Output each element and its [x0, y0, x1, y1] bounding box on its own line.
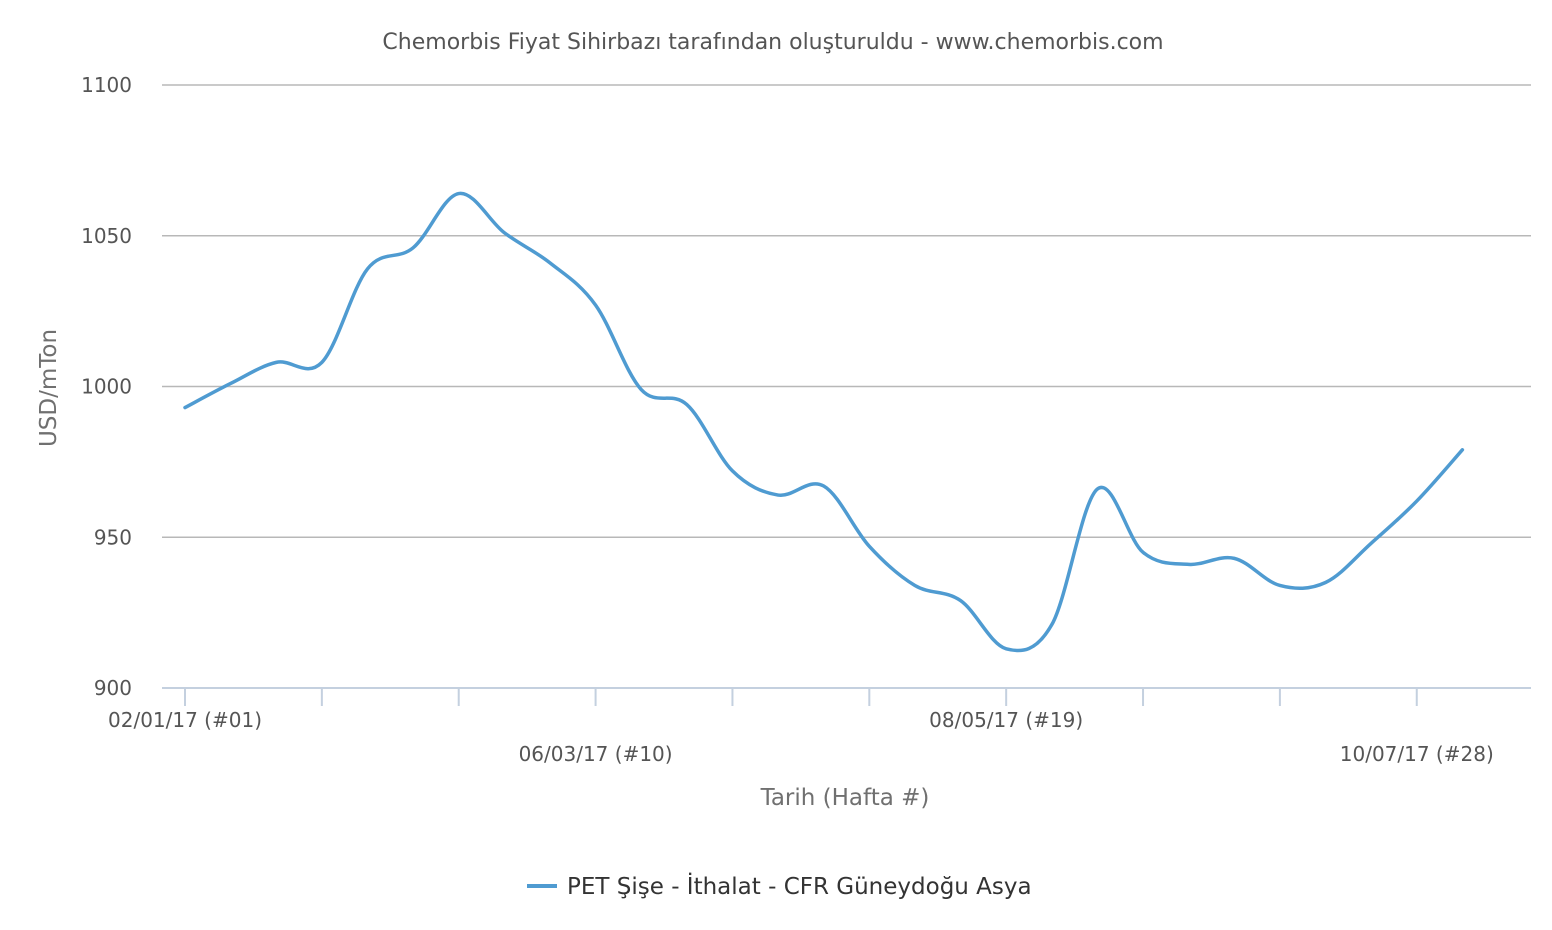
data-point[interactable]: [866, 543, 872, 549]
data-point[interactable]: [1368, 540, 1374, 546]
x-tick-label: 06/03/17 (#10): [519, 742, 673, 766]
data-point[interactable]: [1186, 561, 1192, 567]
x-axis: 02/01/17 (#01) 06/03/17 (#10) 08/05/17 (#1…: [108, 687, 1531, 766]
y-axis-label: USD/mTon: [36, 329, 62, 447]
data-point[interactable]: [364, 266, 370, 272]
data-point[interactable]: [410, 245, 416, 251]
data-point[interactable]: [638, 387, 644, 393]
x-axis-label: Tarih (Hafta #): [760, 785, 930, 811]
data-point[interactable]: [1459, 447, 1465, 453]
legend-series-label[interactable]: PET Şişe - İthalat - CFR Güneydoğu Asya: [567, 872, 1032, 900]
data-point[interactable]: [1003, 646, 1009, 652]
data-point[interactable]: [228, 380, 234, 386]
data-point[interactable]: [1140, 549, 1146, 555]
data-point[interactable]: [1231, 555, 1237, 561]
data-point[interactable]: [1094, 486, 1100, 492]
data-point[interactable]: [912, 582, 918, 588]
data-point[interactable]: [1049, 622, 1055, 628]
y-tick-label: 1050: [81, 224, 132, 248]
y-axis-ticks: 900 950 1000 1050 1100: [81, 73, 132, 700]
legend[interactable]: PET Şişe - İthalat - CFR Güneydoğu Asya: [527, 872, 1032, 900]
y-tick-label: 900: [94, 676, 132, 700]
data-point[interactable]: [456, 191, 462, 197]
data-point[interactable]: [729, 468, 735, 474]
data-point[interactable]: [958, 598, 964, 604]
y-tick-label: 950: [94, 525, 132, 549]
data-point[interactable]: [1414, 498, 1420, 504]
series-layer: [182, 191, 1465, 653]
data-point[interactable]: [1277, 582, 1283, 588]
data-point[interactable]: [593, 302, 599, 308]
data-point[interactable]: [273, 359, 279, 365]
x-tick-label: 08/05/17 (#19): [929, 708, 1083, 732]
gridlines: [162, 84, 1531, 538]
data-point[interactable]: [547, 260, 553, 266]
data-point[interactable]: [775, 492, 781, 498]
data-point[interactable]: [821, 483, 827, 489]
y-tick-label: 1000: [81, 375, 132, 399]
data-point[interactable]: [501, 230, 507, 236]
x-tick-label: 02/01/17 (#01): [108, 708, 262, 732]
chart-title: Chemorbis Fiyat Sihirbazı tarafından olu…: [382, 30, 1163, 55]
data-point[interactable]: [182, 405, 188, 411]
y-tick-label: 1100: [81, 73, 132, 97]
series-line[interactable]: [183, 191, 1465, 653]
data-point[interactable]: [684, 402, 690, 408]
data-point[interactable]: [1323, 579, 1329, 585]
x-tick-label: 10/07/17 (#28): [1340, 742, 1494, 766]
data-point[interactable]: [319, 359, 325, 365]
